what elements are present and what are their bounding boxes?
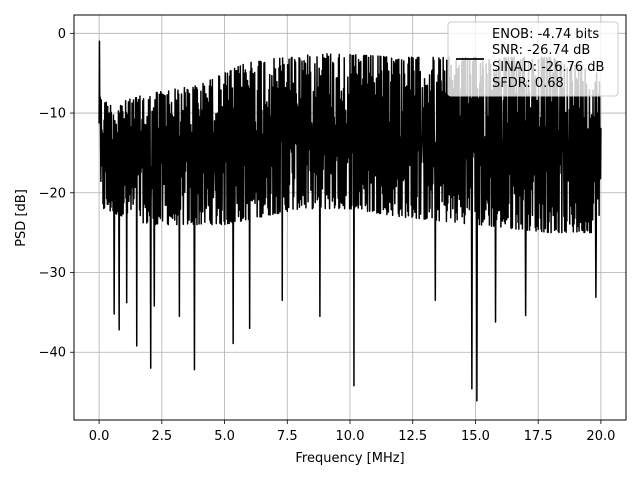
x-axis: 0.0 2.5 5.0 7.5 10.0 12.5 15.0 17.5 20.0 <box>89 420 615 444</box>
y-axis-title: PSD [dB] <box>14 189 29 247</box>
x-tick-label: 12.5 <box>398 429 427 444</box>
y-tick-label: −20 <box>39 186 66 201</box>
series-layer <box>98 40 602 402</box>
x-tick-label: 7.5 <box>277 429 298 444</box>
legend-entry-snr: SNR: -26.74 dB <box>492 43 590 58</box>
x-tick-label: 17.5 <box>524 429 553 444</box>
y-tick-label: −10 <box>39 107 66 122</box>
x-axis-title: Frequency [MHz] <box>295 451 404 466</box>
y-tick-label: −30 <box>39 266 66 281</box>
x-tick-label: 20.0 <box>586 429 615 444</box>
x-tick-label: 0.0 <box>89 429 110 444</box>
legend-entry-sinad: SINAD: -26.76 dB <box>492 60 604 75</box>
x-tick-label: 2.5 <box>151 429 172 444</box>
x-tick-label: 5.0 <box>214 429 235 444</box>
legend: ENOB: -4.74 bits SNR: -26.74 dB SINAD: -… <box>447 21 619 97</box>
legend-entry-sfdr: SFDR: 0.68 <box>492 76 564 91</box>
y-tick-label: −40 <box>39 346 66 361</box>
x-tick-label: 15.0 <box>461 429 490 444</box>
y-axis: 0 −10 −20 −30 −40 <box>39 27 74 361</box>
legend-box <box>447 21 619 97</box>
y-tick-label: 0 <box>58 27 66 42</box>
x-tick-label: 10.0 <box>336 429 365 444</box>
legend-entry-enob: ENOB: -4.74 bits <box>492 27 599 42</box>
psd-series-line <box>98 40 602 402</box>
